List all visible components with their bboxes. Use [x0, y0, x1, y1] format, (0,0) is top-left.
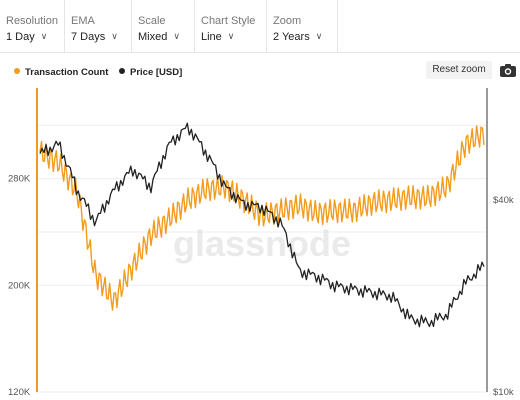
reset-zoom-button[interactable]: Reset zoom	[426, 61, 492, 79]
legend-item-price[interactable]: Price [USD]	[119, 67, 182, 78]
chevron-down-icon: ∨	[111, 31, 118, 41]
ema-value: 7 Days ∨	[71, 31, 118, 43]
camera-icon[interactable]	[499, 62, 517, 78]
chevron-down-icon: ∨	[315, 31, 323, 41]
chart-style-dropdown[interactable]: Chart Style Line ∨	[195, 0, 267, 52]
left-tick-label: 280K	[8, 174, 31, 185]
chevron-down-icon: ∨	[227, 31, 235, 41]
watermark-text: glassnode	[173, 223, 351, 264]
chevron-down-icon: ∨	[40, 31, 48, 41]
legend-label: Transaction Count	[25, 67, 109, 78]
chart-style-value: Line ∨	[201, 31, 235, 43]
chart-style-label: Chart Style	[201, 15, 256, 27]
legend-dot-black	[119, 68, 125, 75]
legend: Transaction Count Price [USD]	[0, 52, 520, 88]
series-layer	[39, 122, 485, 328]
scale-label: Scale	[138, 15, 166, 27]
zoom-value: 2 Years ∨	[273, 31, 323, 43]
series-line-price	[39, 122, 485, 328]
legend-item-transaction-count[interactable]: Transaction Count	[14, 67, 108, 78]
toolbar: Resolution 1 Day ∨ EMA 7 Days ∨ Scale Mixe…	[0, 0, 520, 53]
series-line-transaction-count	[39, 125, 485, 311]
left-tick-label: 200K	[8, 280, 31, 291]
ema-label: EMA	[71, 15, 95, 27]
right-tick-label: $40k	[493, 195, 514, 206]
scale-dropdown[interactable]: Scale Mixed ∨	[132, 0, 195, 52]
legend-dot-orange	[14, 68, 20, 75]
zoom-dropdown[interactable]: Zoom 2 Years ∨	[267, 0, 338, 52]
zoom-label: Zoom	[273, 15, 302, 27]
resolution-dropdown[interactable]: Resolution 1 Day ∨	[0, 0, 65, 52]
left-tick-label: 120K	[8, 387, 31, 398]
left-axis-ticks: 120K 200K 280K	[8, 174, 31, 398]
ema-dropdown[interactable]: EMA 7 Days ∨	[65, 0, 132, 52]
chevron-down-icon: ∨	[173, 31, 180, 41]
resolution-label: Resolution	[6, 15, 58, 27]
resolution-value: 1 Day ∨	[6, 31, 48, 43]
right-axis-ticks: $10k $40k	[493, 195, 514, 398]
legend-label: Price [USD]	[130, 67, 183, 78]
scale-value: Mixed ∨	[138, 31, 180, 43]
right-tick-label: $10k	[493, 387, 514, 398]
gridlines	[37, 124, 487, 393]
